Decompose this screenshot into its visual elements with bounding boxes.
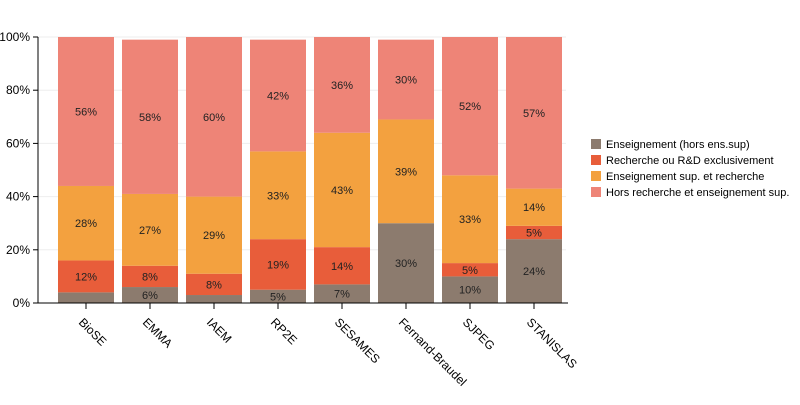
- y-tick-label: 80%: [6, 83, 30, 97]
- data-label: 24%: [523, 266, 545, 278]
- data-label: 19%: [267, 259, 289, 271]
- bar-segment: [250, 151, 306, 240]
- bar-segment: [186, 295, 242, 303]
- bar-segment: [506, 188, 562, 226]
- legend-label: Enseignement (hors ens.sup): [606, 139, 750, 151]
- data-label: 10%: [459, 285, 481, 297]
- data-label: 33%: [459, 214, 481, 226]
- data-label: 30%: [395, 258, 417, 270]
- legend-swatch: [591, 139, 601, 149]
- data-label: 5%: [270, 291, 286, 303]
- data-label: 30%: [395, 75, 417, 87]
- data-label: 14%: [523, 202, 545, 214]
- legend-swatch: [591, 187, 601, 197]
- bar-segment: [314, 37, 370, 133]
- bar-segment: [250, 239, 306, 290]
- data-label: 8%: [206, 279, 222, 291]
- data-label: 14%: [331, 261, 353, 273]
- data-label: 42%: [267, 91, 289, 103]
- data-label: 28%: [75, 218, 97, 230]
- bar-segment: [58, 37, 114, 186]
- bar-segment: [122, 39, 178, 194]
- data-label: 57%: [523, 108, 545, 120]
- bar-segment: [314, 247, 370, 285]
- legend-swatch: [591, 155, 601, 165]
- y-tick-label: 60%: [6, 136, 30, 150]
- data-label: 33%: [267, 190, 289, 202]
- bar-segment: [506, 37, 562, 189]
- data-label: 6%: [142, 290, 158, 302]
- bar-segment: [58, 185, 114, 261]
- data-label: 27%: [139, 225, 161, 237]
- legend-swatch: [591, 171, 601, 181]
- x-tick-label: EMMA: [140, 315, 175, 350]
- x-tick-label: SJPEG: [460, 315, 498, 353]
- bar-segment: [314, 284, 370, 303]
- y-tick-label: 20%: [6, 243, 30, 257]
- data-label: 5%: [526, 228, 542, 240]
- y-tick-label: 100%: [0, 30, 30, 44]
- bar-segment: [122, 287, 178, 303]
- data-label: 5%: [462, 265, 478, 277]
- x-tick-label: IAEM: [204, 315, 235, 346]
- bar-segment: [186, 37, 242, 197]
- data-label: 56%: [75, 106, 97, 118]
- data-label: 7%: [334, 289, 350, 301]
- x-tick-label: Fernand-Braudel: [396, 315, 470, 389]
- y-tick-label: 40%: [6, 190, 30, 204]
- data-label: 52%: [459, 101, 481, 113]
- bar-segment: [378, 119, 434, 224]
- x-tick-label: BioSE: [76, 315, 109, 348]
- bar-segment: [442, 263, 498, 277]
- data-label: 60%: [203, 112, 225, 124]
- bar-segment: [506, 225, 562, 240]
- bar-segment: [58, 260, 114, 293]
- bar-segment: [58, 292, 114, 303]
- bar-segment: [314, 132, 370, 248]
- data-label: 36%: [331, 80, 353, 92]
- data-label: 8%: [142, 271, 158, 283]
- x-tick-label: STANISLAS: [524, 315, 580, 371]
- bar-segment: [186, 273, 242, 296]
- x-tick-label: RP2E: [268, 315, 300, 347]
- data-label: 12%: [75, 271, 97, 283]
- bar-segment: [442, 175, 498, 264]
- bar-segment: [442, 37, 498, 176]
- y-tick-label: 0%: [13, 296, 31, 310]
- legend-label: Enseignement sup. et recherche: [606, 171, 764, 183]
- bar-segment: [506, 239, 562, 303]
- data-label: 39%: [395, 166, 417, 178]
- bar-segment: [250, 289, 306, 303]
- x-tick-label: SESAMES: [332, 315, 383, 366]
- data-label: 43%: [331, 185, 353, 197]
- bar-segment: [442, 276, 498, 303]
- bar-segment: [250, 39, 306, 152]
- bar-segment: [378, 223, 434, 303]
- bar-segment: [122, 193, 178, 266]
- legend: Enseignement (hors ens.sup) Recherche ou …: [591, 139, 789, 199]
- legend-label: Recherche ou R&D exclusivement: [606, 155, 774, 167]
- bar-segment: [186, 196, 242, 274]
- data-label: 29%: [203, 230, 225, 242]
- bar-segment: [378, 39, 434, 120]
- legend-label: Hors recherche et enseignement sup.: [606, 187, 789, 199]
- data-label: 58%: [139, 112, 161, 124]
- bar-segment: [122, 265, 178, 288]
